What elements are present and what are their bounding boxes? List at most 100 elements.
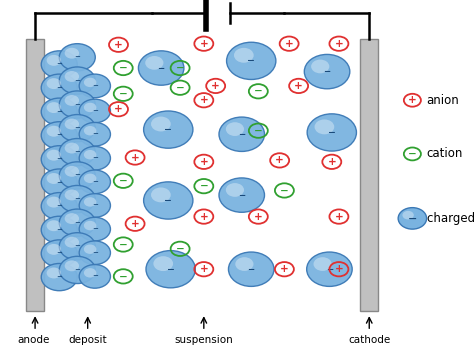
Text: −: − — [92, 250, 98, 256]
Circle shape — [46, 220, 61, 231]
Text: −: − — [326, 265, 333, 274]
Circle shape — [64, 142, 79, 154]
Circle shape — [46, 267, 61, 279]
Circle shape — [41, 51, 77, 78]
Circle shape — [144, 182, 193, 219]
Text: −: − — [157, 63, 165, 73]
Circle shape — [79, 241, 110, 265]
Text: +: + — [328, 157, 336, 167]
Circle shape — [41, 169, 77, 196]
Circle shape — [79, 217, 110, 241]
Circle shape — [84, 221, 96, 230]
Circle shape — [234, 48, 254, 63]
Circle shape — [64, 166, 79, 177]
Circle shape — [59, 162, 95, 189]
Text: −: − — [119, 271, 128, 281]
Text: −: − — [164, 196, 172, 205]
Circle shape — [46, 126, 61, 137]
Circle shape — [79, 122, 110, 146]
Text: −: − — [56, 109, 62, 115]
Text: −: − — [74, 220, 80, 226]
Text: +: + — [254, 212, 263, 222]
Text: −: − — [408, 213, 417, 223]
Text: +: + — [200, 212, 208, 222]
Circle shape — [313, 257, 332, 271]
Circle shape — [64, 71, 79, 82]
Circle shape — [79, 74, 110, 98]
Circle shape — [59, 209, 95, 236]
Circle shape — [59, 233, 95, 260]
Circle shape — [79, 194, 110, 217]
Circle shape — [64, 48, 79, 59]
Text: anode: anode — [17, 335, 49, 345]
Text: −: − — [200, 181, 208, 191]
Circle shape — [46, 55, 61, 66]
Text: −: − — [56, 132, 62, 138]
Text: −: − — [74, 173, 80, 178]
Circle shape — [79, 146, 110, 170]
Circle shape — [79, 265, 110, 288]
Circle shape — [59, 67, 95, 94]
Text: −: − — [56, 156, 62, 162]
Circle shape — [226, 183, 244, 197]
Circle shape — [64, 213, 79, 224]
Circle shape — [154, 256, 173, 271]
Circle shape — [307, 252, 352, 286]
Bar — [360, 39, 378, 311]
Text: +: + — [335, 212, 343, 222]
Circle shape — [46, 197, 61, 208]
Text: +: + — [275, 155, 284, 165]
Text: −: − — [74, 196, 80, 202]
Circle shape — [41, 146, 77, 173]
Circle shape — [146, 251, 195, 288]
Text: −: − — [167, 265, 174, 274]
Circle shape — [64, 95, 79, 106]
Text: +: + — [294, 81, 303, 91]
Text: −: − — [74, 243, 80, 249]
Circle shape — [304, 54, 350, 89]
Text: +: + — [200, 39, 208, 49]
Circle shape — [41, 240, 77, 267]
Text: +: + — [408, 95, 417, 105]
Circle shape — [398, 208, 427, 229]
Text: −: − — [254, 86, 263, 96]
Circle shape — [41, 74, 77, 101]
Text: −: − — [280, 185, 289, 195]
Text: −: − — [119, 240, 128, 250]
Circle shape — [84, 103, 96, 112]
Circle shape — [64, 189, 79, 200]
Text: −: − — [119, 89, 128, 99]
Text: +: + — [131, 153, 139, 163]
Text: +: + — [285, 39, 293, 49]
Text: +: + — [114, 40, 123, 50]
Circle shape — [46, 173, 61, 184]
Circle shape — [307, 114, 356, 151]
Circle shape — [311, 59, 329, 73]
Text: −: − — [92, 108, 98, 114]
Text: −: − — [119, 63, 128, 73]
Circle shape — [64, 118, 79, 130]
Circle shape — [219, 178, 264, 212]
Text: −: − — [56, 180, 62, 185]
Circle shape — [235, 257, 254, 271]
Text: −: − — [74, 78, 80, 83]
Text: −: − — [74, 125, 80, 131]
Circle shape — [151, 188, 171, 202]
Circle shape — [84, 78, 96, 87]
Text: −: − — [74, 102, 80, 107]
Circle shape — [228, 252, 274, 286]
Text: +: + — [211, 81, 220, 91]
Circle shape — [46, 150, 61, 161]
Circle shape — [84, 268, 96, 277]
Text: −: − — [74, 267, 80, 273]
Circle shape — [138, 51, 184, 85]
Text: +: + — [200, 95, 208, 105]
Text: −: − — [74, 149, 80, 155]
Text: −: − — [176, 83, 184, 93]
Text: −: − — [323, 67, 331, 76]
Circle shape — [59, 91, 95, 118]
Text: −: − — [176, 63, 184, 73]
Text: −: − — [238, 130, 246, 139]
Circle shape — [219, 117, 264, 151]
Text: −: − — [328, 128, 336, 137]
